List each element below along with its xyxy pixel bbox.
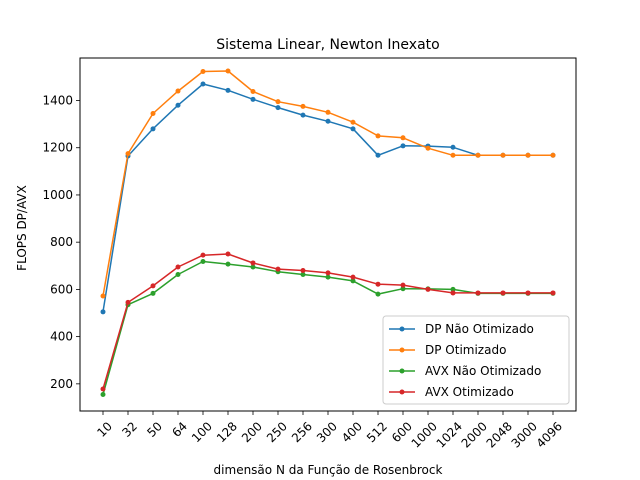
data-point	[200, 259, 206, 265]
data-point	[500, 152, 506, 158]
data-point	[125, 151, 131, 157]
data-point	[350, 274, 356, 280]
data-point	[275, 99, 281, 105]
data-point	[100, 386, 106, 392]
data-point	[175, 264, 181, 270]
data-point	[200, 68, 206, 74]
data-point	[325, 270, 331, 276]
legend: DP Não Otimizado DP Otimizado AVX Não Otim…	[382, 315, 570, 405]
data-point	[175, 102, 181, 108]
data-point	[250, 89, 256, 95]
legend-label: AVX Não Otimizado	[425, 364, 541, 378]
data-point	[375, 291, 381, 297]
legend-label: DP Não Otimizado	[425, 322, 534, 336]
legend-marker	[399, 326, 405, 332]
data-point	[300, 268, 306, 274]
y-axis-title: FLOPS DP/AVX	[15, 185, 29, 271]
data-point	[150, 290, 156, 296]
data-point	[300, 103, 306, 109]
series-dp-otimizado	[100, 68, 556, 299]
data-point	[200, 81, 206, 87]
data-point	[350, 278, 356, 284]
data-point	[175, 88, 181, 94]
data-point	[225, 68, 231, 74]
x-axis-title: dimensão N da Função de Rosenbrock	[214, 463, 443, 477]
data-point	[525, 290, 531, 296]
data-point	[375, 133, 381, 139]
data-point	[475, 152, 481, 158]
data-point	[125, 299, 131, 305]
data-point	[250, 260, 256, 266]
data-point	[425, 286, 431, 292]
y-tick-label: 200	[50, 377, 73, 391]
legend-marker	[399, 389, 405, 395]
data-point	[225, 261, 231, 267]
y-tick-label: 1000	[42, 188, 73, 202]
data-point	[400, 286, 406, 292]
data-point	[300, 272, 306, 278]
data-point	[225, 251, 231, 257]
data-point	[325, 274, 331, 280]
data-point	[150, 126, 156, 132]
legend-frame	[382, 315, 570, 405]
data-point	[325, 118, 331, 124]
data-point	[300, 112, 306, 118]
data-point	[150, 110, 156, 116]
data-point	[425, 145, 431, 151]
data-point	[350, 119, 356, 125]
data-point	[100, 391, 106, 397]
legend-label: DP Otimizado	[425, 343, 506, 357]
data-point	[325, 109, 331, 115]
y-axis: 200 400 600 800 1000 1200 1400	[42, 94, 80, 391]
legend-label: AVX Otimizado	[425, 385, 514, 399]
data-point	[375, 281, 381, 287]
data-point	[275, 266, 281, 272]
y-tick-label: 1200	[42, 141, 73, 155]
data-point	[175, 272, 181, 278]
data-point	[350, 126, 356, 132]
chart-title: Sistema Linear, Newton Inexato	[216, 37, 439, 53]
data-point	[400, 135, 406, 141]
legend-marker	[399, 347, 405, 353]
y-tick-label: 800	[50, 235, 73, 249]
data-point	[550, 152, 556, 158]
data-point	[100, 309, 106, 315]
y-tick-label: 600	[50, 282, 73, 296]
data-point	[400, 143, 406, 149]
data-point	[450, 290, 456, 296]
series-layer	[100, 68, 556, 397]
data-point	[500, 290, 506, 296]
data-point	[150, 283, 156, 289]
y-tick-label: 1400	[42, 94, 73, 108]
data-point	[250, 264, 256, 270]
data-point	[475, 290, 481, 296]
data-point	[400, 282, 406, 288]
data-point	[450, 144, 456, 150]
data-point	[525, 152, 531, 158]
data-point	[225, 87, 231, 93]
data-point	[550, 290, 556, 296]
data-point	[275, 105, 281, 111]
y-tick-label: 400	[50, 330, 73, 344]
data-point	[250, 96, 256, 102]
data-point	[450, 152, 456, 158]
data-point	[200, 252, 206, 258]
legend-marker	[399, 368, 405, 374]
data-point	[100, 293, 106, 299]
data-point	[450, 286, 456, 292]
data-point	[375, 152, 381, 158]
series-avx-otimizado	[100, 251, 556, 392]
